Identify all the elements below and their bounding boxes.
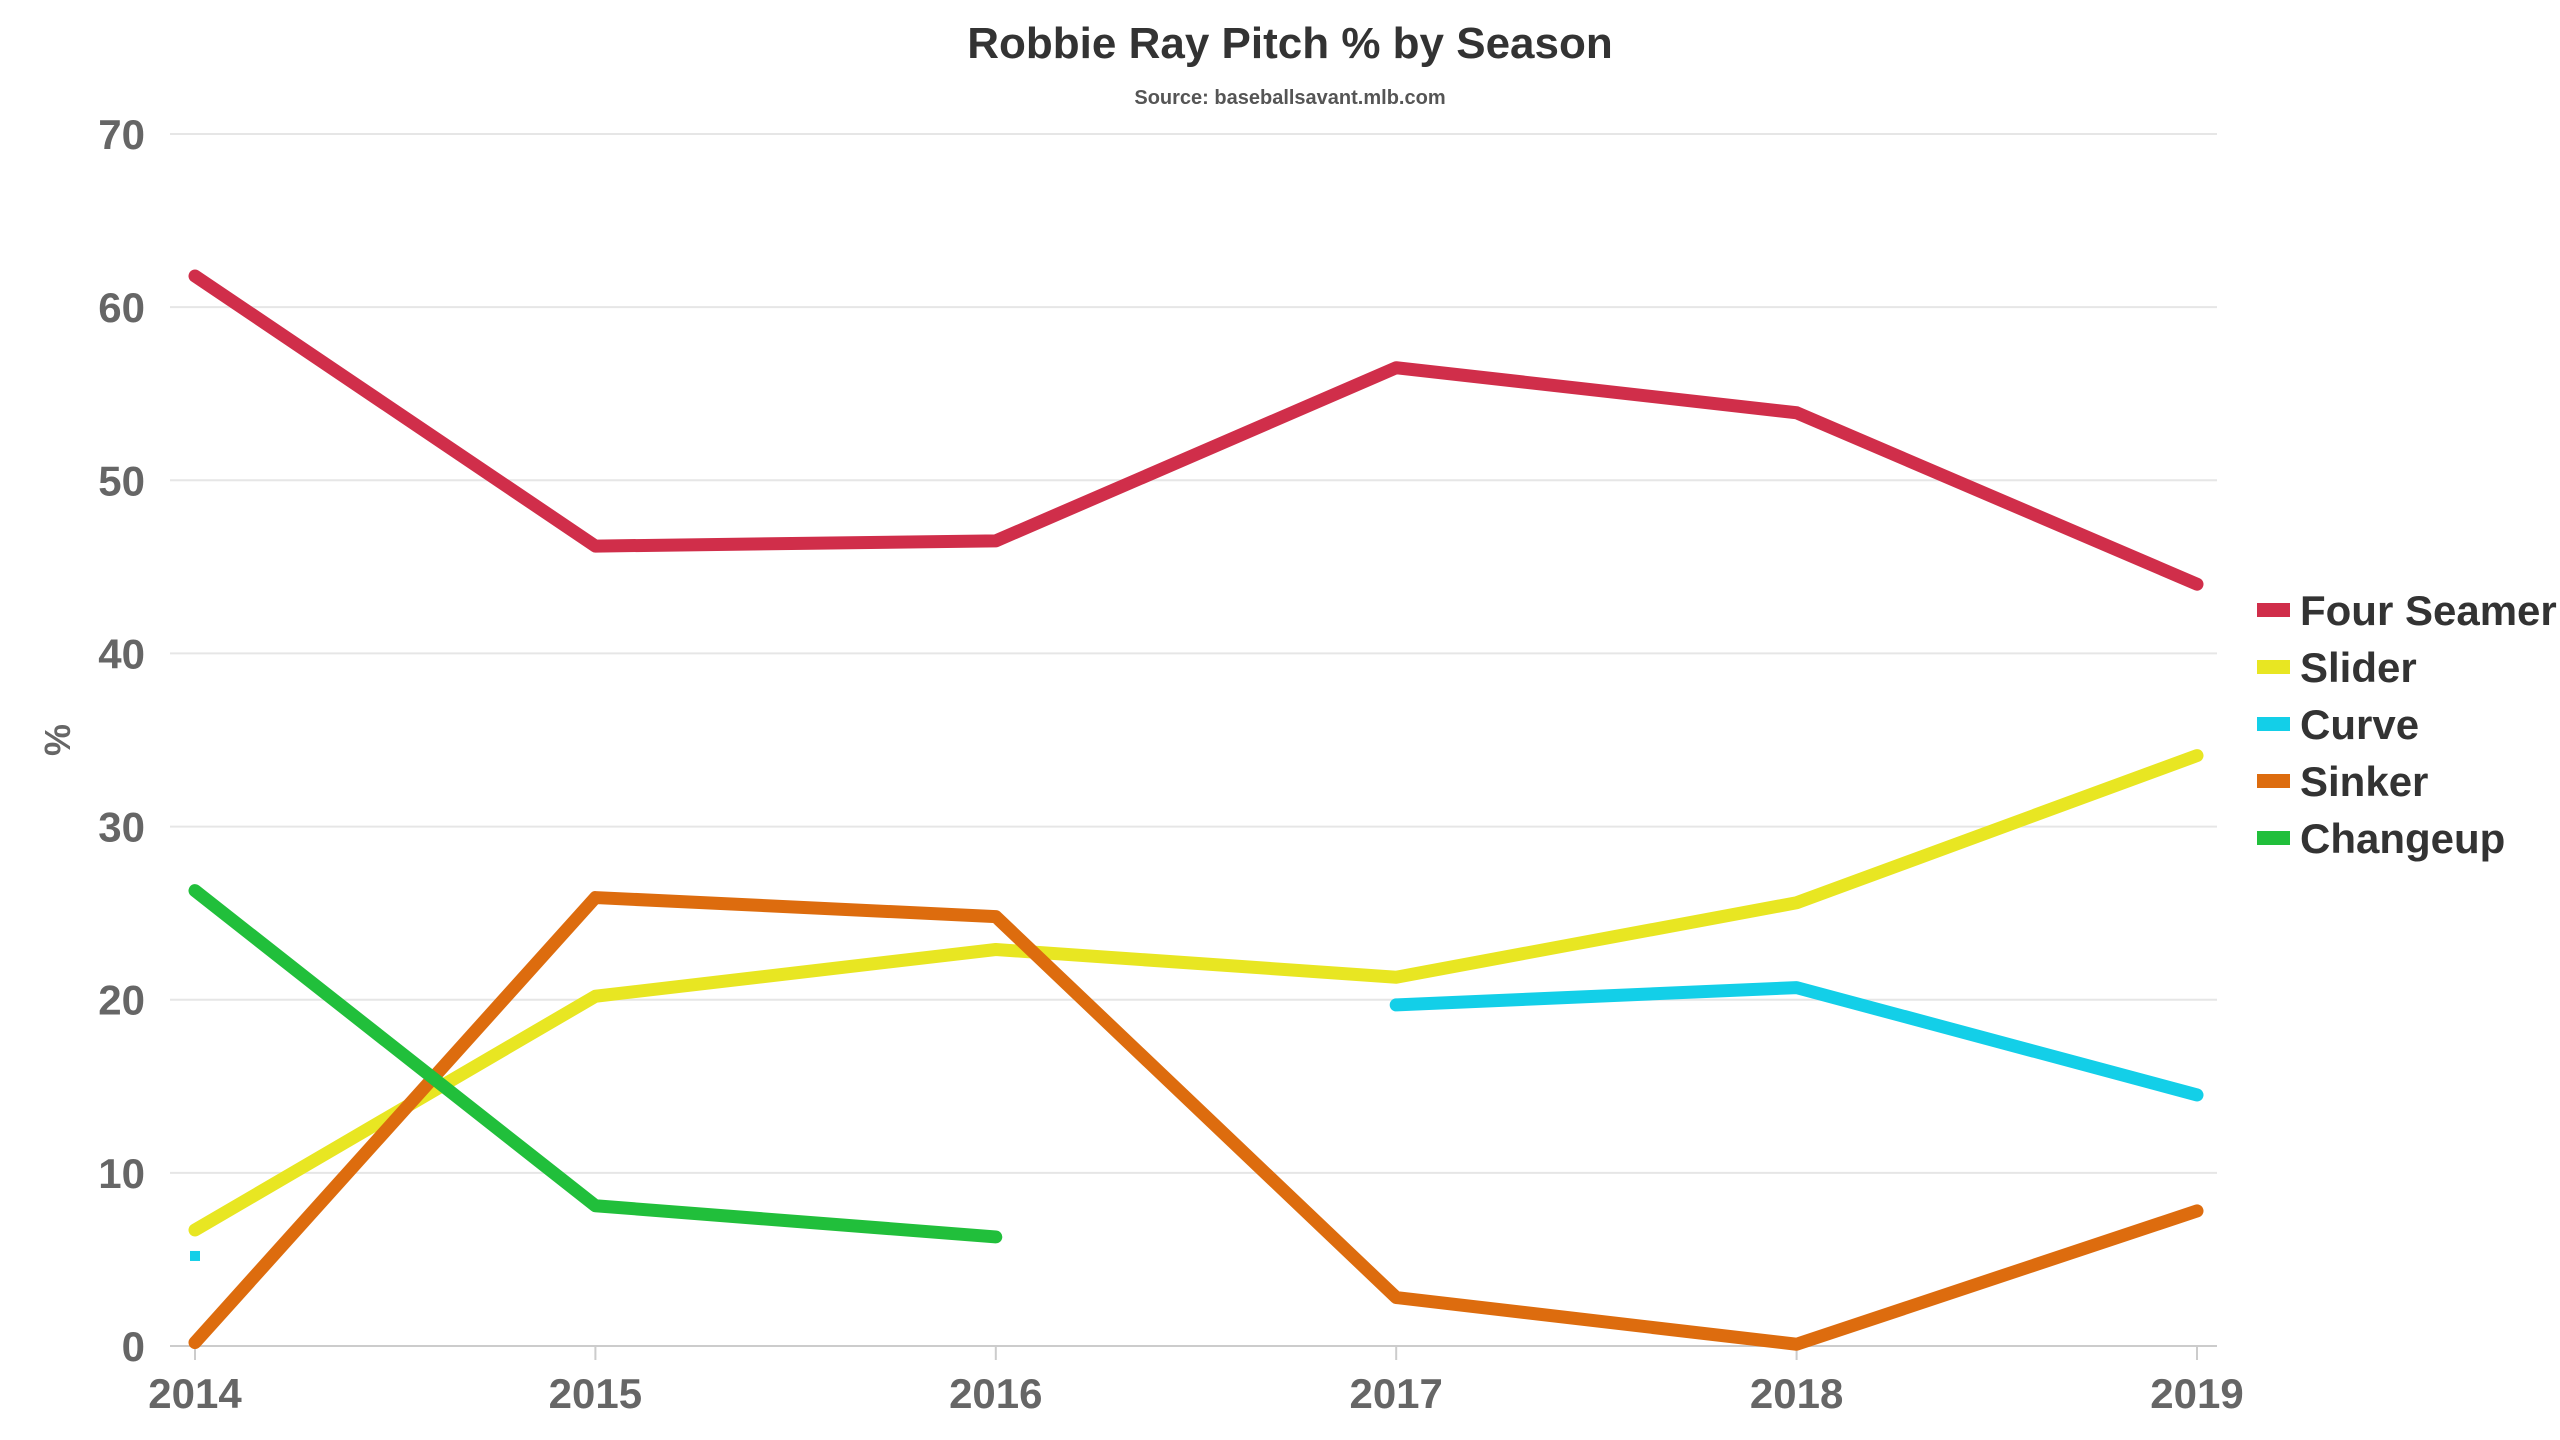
y-tick-label: 60 — [98, 284, 145, 331]
series-line-changeup — [188, 884, 1003, 1244]
x-tick-label: 2017 — [1349, 1370, 1442, 1417]
legend-swatch-slider — [2257, 660, 2290, 674]
x-tick-label: 2014 — [148, 1370, 242, 1417]
x-tick-label: 2019 — [2150, 1370, 2243, 1417]
legend-label-changeup: Changeup — [2300, 815, 2505, 862]
y-tick-label: 20 — [98, 977, 145, 1024]
y-tick-label: 30 — [98, 804, 145, 851]
y-tick-label: 70 — [98, 111, 145, 158]
legend-label-slider: Slider — [2300, 644, 2417, 691]
y-tick-label: 40 — [98, 630, 145, 677]
x-axis-ticks: 2014 2015 2016 2017 2018 2019 — [148, 1346, 2244, 1417]
series-lines — [188, 269, 2204, 1351]
legend-label-sinker: Sinker — [2300, 758, 2428, 805]
grid-lines — [170, 133, 2217, 1347]
legend-swatch-curve — [2257, 717, 2290, 731]
series-line-slider — [188, 749, 2204, 1237]
y-tick-label: 50 — [98, 457, 145, 504]
chart-title: Robbie Ray Pitch % by Season — [967, 19, 1613, 68]
series-line-four-seamer — [188, 269, 2204, 591]
legend-swatch-changeup — [2257, 831, 2290, 845]
legend: Four Seamer Slider Curve Sinker Changeup — [2257, 587, 2557, 862]
y-axis-label: % — [37, 724, 78, 756]
legend-swatch-sinker — [2257, 774, 2290, 788]
legend-label-curve: Curve — [2300, 701, 2419, 748]
y-tick-label: 0 — [122, 1323, 145, 1370]
chart-subtitle: Source: baseballsavant.mlb.com — [1134, 87, 1445, 109]
y-tick-label: 10 — [98, 1150, 145, 1197]
series-line-curve — [1389, 981, 2204, 1102]
legend-swatch-four-seamer — [2257, 603, 2290, 617]
x-tick-label: 2016 — [949, 1370, 1042, 1417]
series-line-sinker — [188, 891, 2204, 1351]
series-point-curve — [190, 1250, 200, 1261]
y-axis-ticks: 0 10 20 30 40 50 60 70 — [98, 111, 145, 1370]
x-tick-label: 2015 — [549, 1370, 642, 1417]
x-tick-label: 2018 — [1750, 1370, 1843, 1417]
legend-label-four-seamer: Four Seamer — [2300, 587, 2557, 634]
